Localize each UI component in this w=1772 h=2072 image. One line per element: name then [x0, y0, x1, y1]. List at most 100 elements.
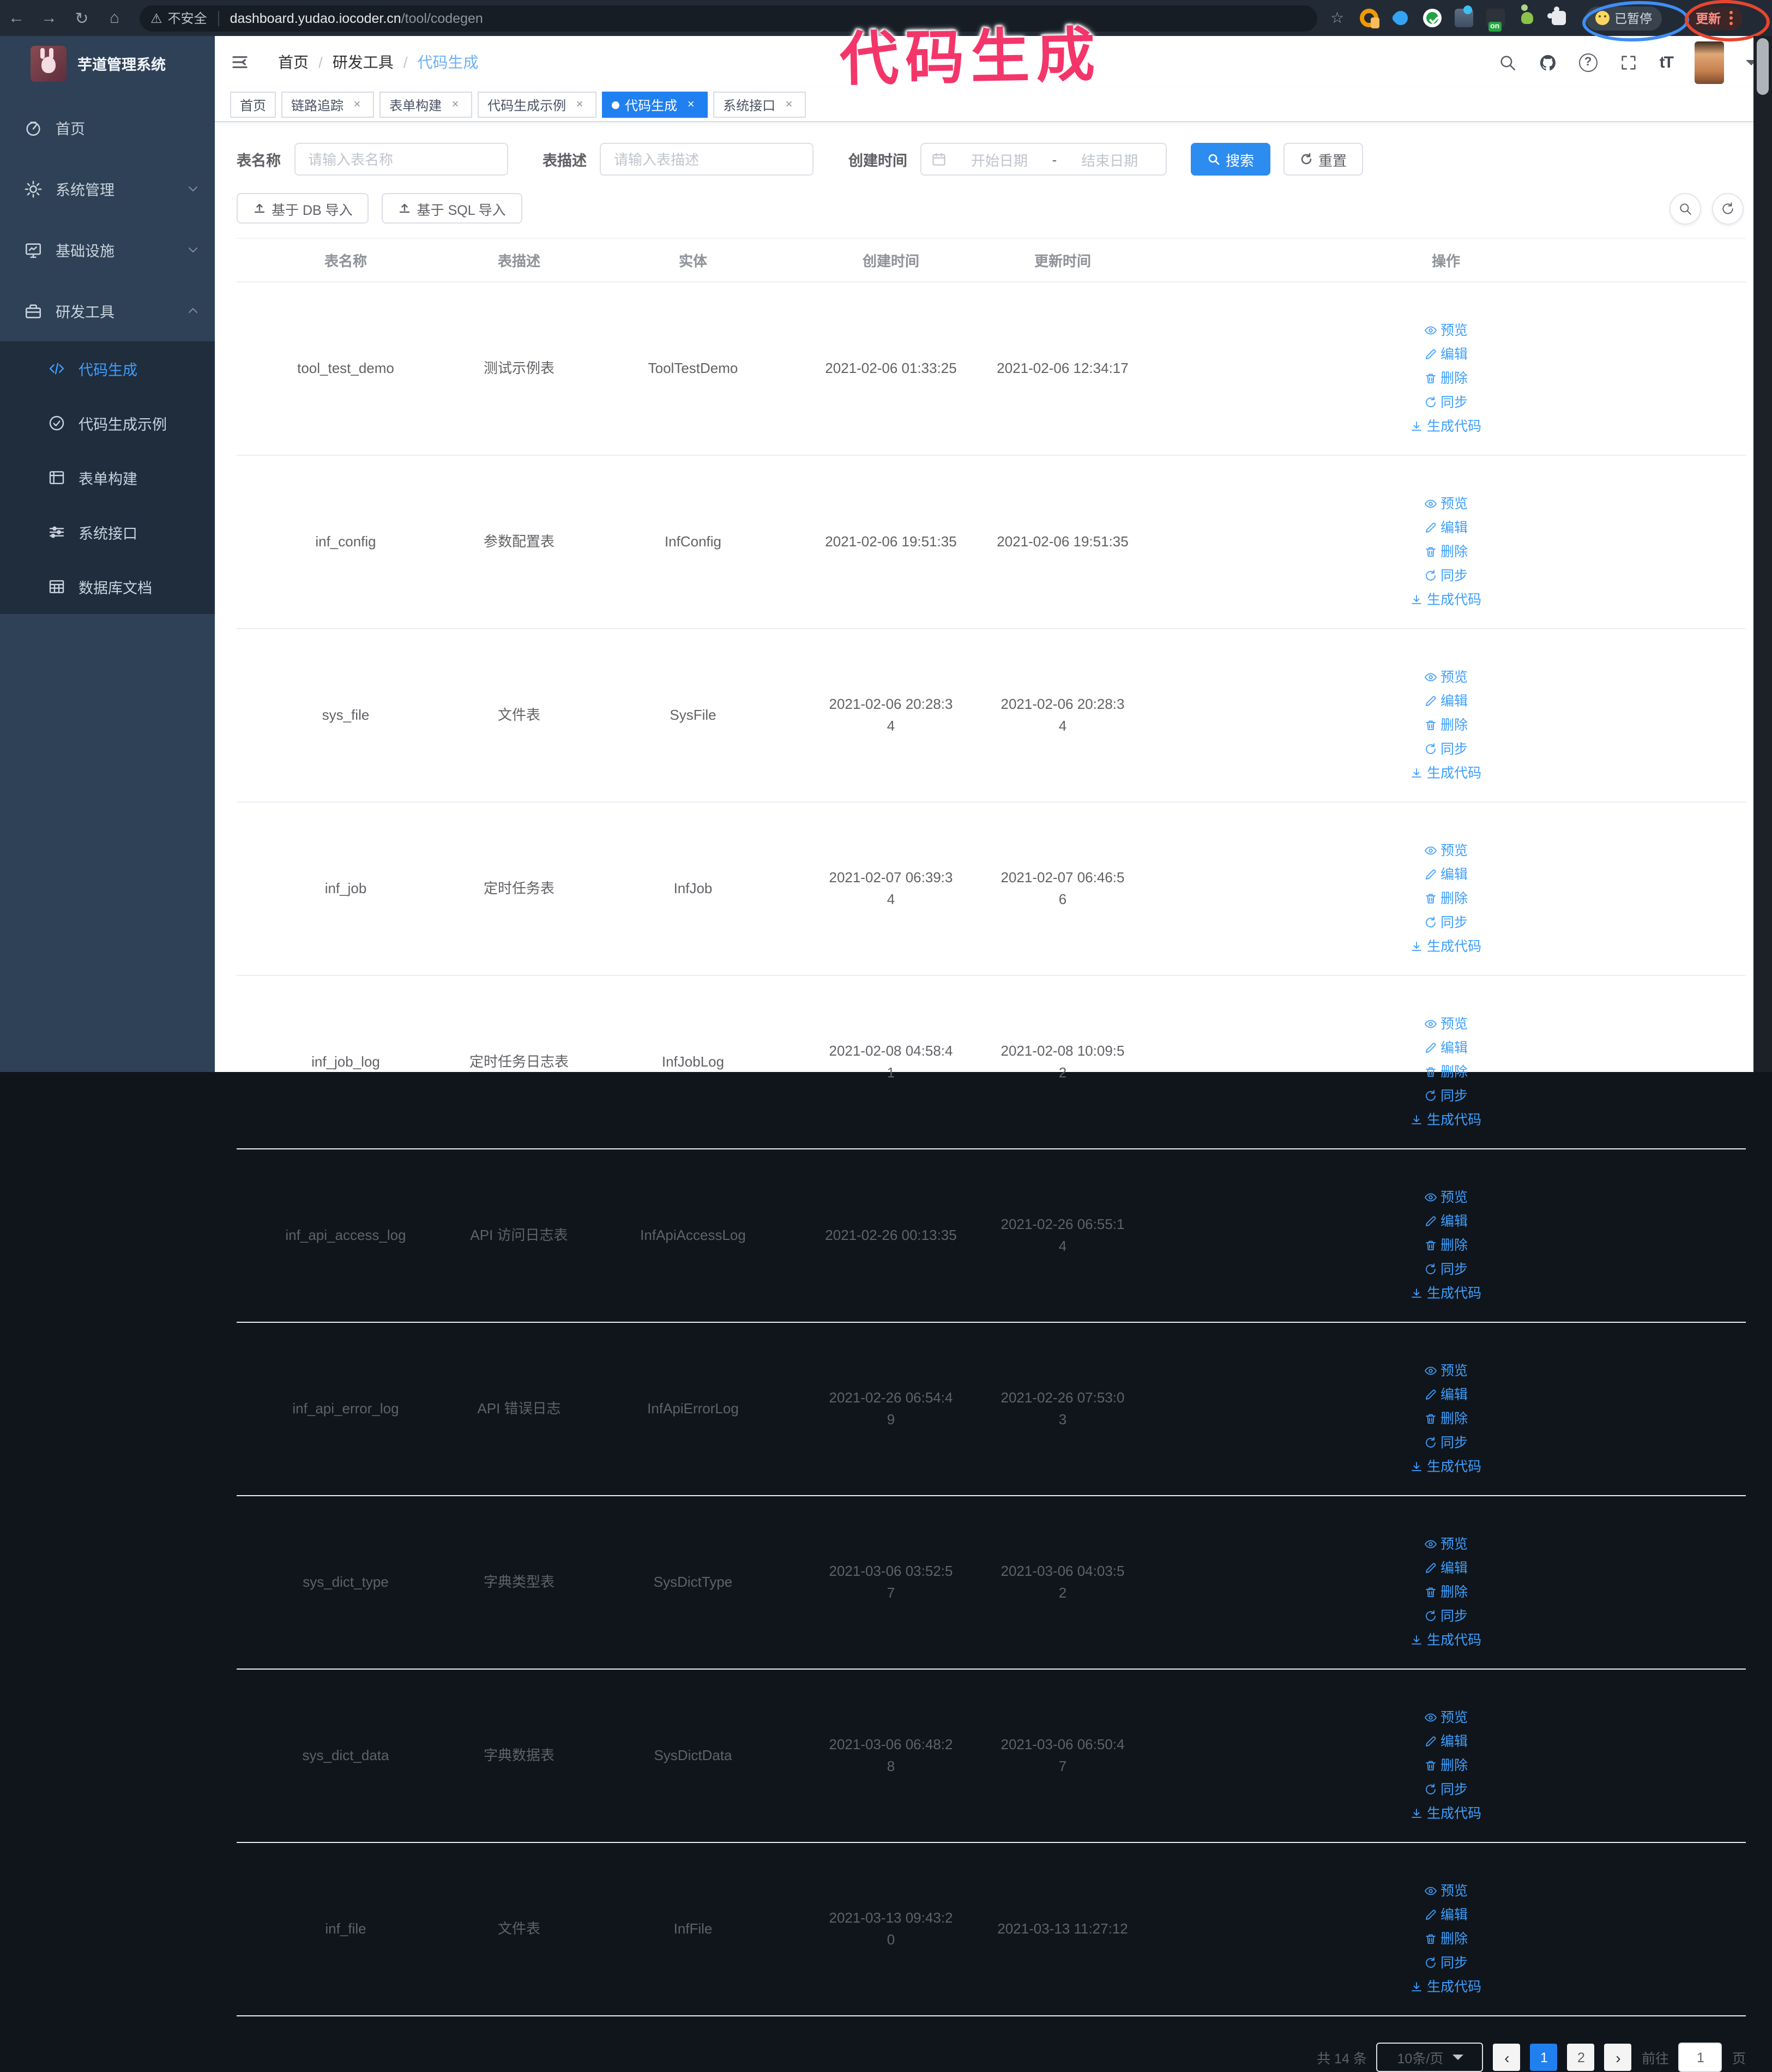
delete-link[interactable]: 删除 [1424, 1928, 1468, 1950]
sidebar-item-db-doc[interactable]: 数据库文档 [0, 559, 215, 614]
delete-link[interactable]: 删除 [1424, 1234, 1468, 1256]
paused-badge[interactable]: 已暂停 [1585, 6, 1662, 30]
generate-code-link[interactable]: 生成代码 [1411, 936, 1481, 957]
extension-orange-icon[interactable] [1359, 9, 1379, 28]
delete-link[interactable]: 删除 [1424, 888, 1468, 909]
preview-link[interactable]: 预览 [1424, 1707, 1468, 1728]
sync-link[interactable]: 同步 [1424, 391, 1468, 413]
preview-link[interactable]: 预览 [1424, 666, 1468, 688]
preview-link[interactable]: 预览 [1424, 493, 1468, 515]
import-sql-button[interactable]: 基于 SQL 导入 [382, 193, 522, 224]
preview-link[interactable]: 预览 [1424, 1013, 1468, 1035]
avatar[interactable] [1695, 41, 1724, 83]
edit-link[interactable]: 编辑 [1424, 1210, 1468, 1232]
preview-link[interactable]: 预览 [1424, 1880, 1468, 1902]
preview-link[interactable]: 预览 [1424, 1533, 1468, 1555]
edit-link[interactable]: 编辑 [1424, 1731, 1468, 1752]
toggle-search-button[interactable] [1669, 193, 1701, 225]
generate-code-link[interactable]: 生成代码 [1411, 1282, 1481, 1304]
page-size-select[interactable]: 10条/页 [1376, 2043, 1484, 2072]
reset-button[interactable]: 重置 [1283, 143, 1364, 176]
delete-link[interactable]: 删除 [1424, 1581, 1468, 1603]
import-db-button[interactable]: 基于 DB 导入 [237, 193, 369, 224]
edit-link[interactable]: 编辑 [1424, 1557, 1468, 1579]
home-icon[interactable]: ⌂ [109, 9, 120, 27]
generate-code-link[interactable]: 生成代码 [1411, 1109, 1481, 1131]
edit-link[interactable]: 编辑 [1424, 864, 1468, 886]
table-desc-input[interactable] [600, 143, 813, 176]
extension-on-icon[interactable] [1486, 9, 1505, 32]
delete-link[interactable]: 删除 [1424, 1755, 1468, 1776]
extension-check-icon[interactable] [1423, 9, 1442, 27]
address-bar[interactable]: ⚠ 不安全 dashboard.yudao.iocoder.cn /tool/c… [140, 5, 1317, 31]
sidebar-item-codegen-example[interactable]: 代码生成示例 [0, 396, 215, 450]
tab-codegen-example[interactable]: 代码生成示例 × [478, 92, 597, 118]
close-icon[interactable]: × [451, 98, 459, 111]
delete-link[interactable]: 删除 [1424, 1408, 1468, 1430]
sync-link[interactable]: 同步 [1424, 1779, 1468, 1800]
breadcrumb-devtools[interactable]: 研发工具 [332, 53, 394, 71]
tab-form-builder[interactable]: 表单构建 × [379, 92, 473, 118]
sync-link[interactable]: 同步 [1424, 565, 1468, 587]
delete-link[interactable]: 删除 [1424, 714, 1468, 736]
caret-down-icon[interactable] [1746, 59, 1757, 70]
sidebar-item-devtools[interactable]: 研发工具 [0, 280, 215, 341]
preview-link[interactable]: 预览 [1424, 840, 1468, 862]
tab-home[interactable]: 首页 [230, 92, 276, 118]
sync-link[interactable]: 同步 [1424, 912, 1468, 933]
generate-code-link[interactable]: 生成代码 [1411, 589, 1481, 611]
edit-link[interactable]: 编辑 [1424, 1384, 1468, 1406]
sync-link[interactable]: 同步 [1424, 1605, 1468, 1627]
sync-link[interactable]: 同步 [1424, 1085, 1468, 1107]
close-icon[interactable]: × [785, 98, 793, 111]
refresh-table-button[interactable] [1712, 193, 1744, 225]
extension-grid-icon[interactable] [1454, 9, 1473, 27]
generate-code-link[interactable]: 生成代码 [1411, 415, 1481, 437]
edit-link[interactable]: 编辑 [1424, 690, 1468, 712]
github-icon[interactable] [1539, 53, 1557, 71]
edit-link[interactable]: 编辑 [1424, 1037, 1468, 1059]
edit-link[interactable]: 编辑 [1424, 344, 1468, 365]
search-icon[interactable] [1498, 53, 1517, 71]
generate-code-link[interactable]: 生成代码 [1411, 762, 1481, 784]
back-icon[interactable]: ← [8, 9, 25, 27]
sidebar-item-infra[interactable]: 基础设施 [0, 219, 215, 280]
fontsize-icon[interactable]: tT [1659, 53, 1674, 71]
extension-drop-icon[interactable] [1390, 8, 1411, 28]
page-button-2[interactable]: 2 [1567, 2044, 1595, 2071]
sidebar-item-system-api[interactable]: 系统接口 [0, 505, 215, 559]
generate-code-link[interactable]: 生成代码 [1411, 1456, 1481, 1478]
browser-menu-icon[interactable] [1729, 11, 1733, 25]
sidebar-item-codegen[interactable]: 代码生成 [0, 341, 215, 396]
prev-page-button[interactable]: ‹ [1493, 2044, 1521, 2071]
close-icon[interactable]: × [687, 98, 695, 111]
delete-link[interactable]: 删除 [1424, 541, 1468, 563]
page-scrollbar[interactable] [1753, 36, 1772, 1072]
app-logo[interactable]: 芋道管理系统 [0, 36, 215, 91]
preview-link[interactable]: 预览 [1424, 1186, 1468, 1208]
tab-system-api[interactable]: 系统接口 × [713, 92, 806, 118]
reload-icon[interactable]: ↻ [75, 9, 89, 28]
table-name-input[interactable] [294, 143, 508, 176]
sidebar-item-system[interactable]: 系统管理 [0, 158, 215, 219]
sidebar-toggle-icon[interactable] [230, 53, 250, 71]
sidebar-item-home[interactable]: 首页 [0, 97, 215, 158]
help-icon[interactable]: ? [1578, 53, 1598, 71]
sidebar-item-form-builder[interactable]: 表单构建 [0, 450, 215, 505]
tab-codegen[interactable]: 代码生成 × [602, 92, 708, 118]
date-range-picker[interactable]: 开始日期 - 结束日期 [920, 143, 1167, 176]
delete-link[interactable]: 删除 [1424, 1061, 1468, 1083]
extension-person-icon[interactable] [1517, 9, 1536, 27]
sync-link[interactable]: 同步 [1424, 1952, 1468, 1974]
edit-link[interactable]: 编辑 [1424, 517, 1468, 539]
next-page-button[interactable]: › [1604, 2044, 1632, 2071]
breadcrumb-home[interactable]: 首页 [278, 53, 309, 71]
generate-code-link[interactable]: 生成代码 [1411, 1629, 1481, 1651]
search-button[interactable]: 搜索 [1191, 143, 1271, 176]
page-button-1[interactable]: 1 [1530, 2044, 1558, 2071]
tab-tracing[interactable]: 链路追踪 × [281, 92, 375, 118]
goto-page-input[interactable] [1678, 2043, 1722, 2072]
fullscreen-icon[interactable] [1619, 53, 1638, 71]
extension-puzzle-icon[interactable] [1549, 9, 1568, 27]
preview-link[interactable]: 预览 [1424, 1360, 1468, 1382]
